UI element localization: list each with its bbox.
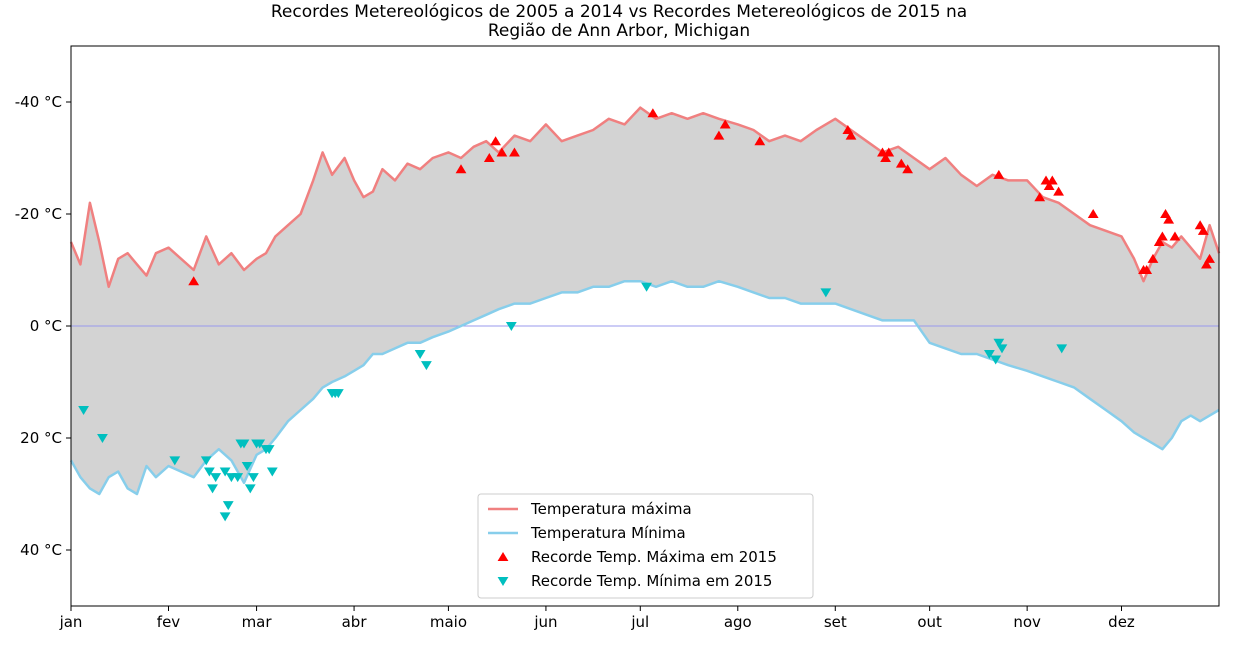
record-max-point: [713, 130, 725, 140]
legend-label: Recorde Temp. Mínima em 2015: [531, 572, 772, 590]
series-line-max: [69, 106, 1221, 289]
record-min-point: [414, 349, 426, 359]
record-max-point: [1197, 225, 1209, 235]
record-min-point: [97, 433, 108, 443]
legend-box: [477, 493, 814, 599]
legend-swatch-marker: [497, 552, 509, 562]
record-min-point: [254, 439, 266, 449]
record-max-point: [754, 136, 766, 146]
y-tick-label: 20 °C: [20, 429, 62, 447]
record-min-point: [78, 405, 89, 415]
x-tick-label: nov: [1013, 613, 1041, 631]
record-max-point: [880, 153, 892, 163]
x-tick-label: jun: [533, 613, 557, 631]
record-max-point: [1204, 253, 1215, 263]
record-max-point: [647, 108, 659, 118]
record-min-point: [232, 473, 244, 483]
record-max-point: [902, 164, 914, 174]
record-min-point: [990, 355, 1002, 365]
record-max-point: [1156, 231, 1168, 241]
record-max-point: [509, 147, 520, 157]
record-min-point: [238, 439, 250, 449]
record-min-point: [266, 467, 278, 477]
record-min-point: [219, 512, 231, 522]
record-max-point: [1201, 259, 1212, 269]
record-max-point: [1153, 237, 1165, 247]
record-min-point: [241, 461, 253, 471]
chart-title-line-2: Região de Ann Arbor, Michigan: [487, 21, 751, 41]
record-min-point: [244, 484, 256, 494]
record-max-point: [1147, 253, 1159, 263]
y-tick-label: -40 °C: [15, 93, 62, 111]
record-min-point: [421, 361, 432, 371]
record-min-point: [263, 445, 275, 455]
record-min-point: [219, 467, 231, 477]
record-max-point: [719, 119, 731, 129]
record-max-point: [895, 158, 907, 168]
legend-label: Temperatura máxima: [530, 500, 692, 518]
x-tick-label: dez: [1108, 613, 1135, 631]
x-tick-label: abr: [342, 613, 368, 631]
x-tick-label: mar: [242, 613, 273, 631]
record-min-point: [207, 484, 218, 494]
x-tick-label: set: [824, 613, 847, 631]
series-line-min: [69, 279, 1220, 496]
legend-label: Temperatura Mínima: [530, 524, 686, 542]
record-max-point: [1053, 186, 1064, 196]
record-min-point: [641, 282, 652, 292]
x-tick-label: ago: [724, 613, 752, 631]
record-max-point: [1034, 192, 1046, 202]
record-max-point: [1043, 181, 1055, 191]
record-max-point: [1163, 214, 1175, 224]
record-max-point: [496, 147, 508, 157]
record-max-point: [455, 164, 467, 174]
y-tick-label: 40 °C: [20, 541, 62, 559]
record-min-point: [203, 467, 215, 477]
record-max-point: [883, 147, 895, 157]
x-tick-label: jan: [59, 613, 83, 631]
record-max-point: [1169, 231, 1181, 241]
record-min-point: [200, 456, 212, 466]
record-max-point: [483, 153, 495, 163]
x-tick-label: jul: [630, 613, 649, 631]
x-tick-label: fev: [157, 613, 181, 631]
legend-label: Recorde Temp. Máxima em 2015: [531, 548, 777, 566]
record-min-point: [505, 321, 517, 331]
record-min-point: [169, 456, 181, 466]
legend-swatch-marker: [497, 576, 509, 586]
record-min-point: [210, 473, 222, 483]
record-min-point: [993, 338, 1005, 348]
y-tick-label: 0 °C: [30, 317, 62, 335]
record-max-point: [1141, 265, 1153, 275]
record-max-point: [188, 276, 200, 286]
record-max-point: [993, 169, 1005, 179]
record-max-point: [1046, 175, 1058, 185]
record-max-point: [845, 130, 857, 140]
record-min-point: [820, 288, 832, 298]
record-max-point: [490, 136, 502, 146]
record-min-point: [996, 344, 1008, 354]
record-min-point: [222, 501, 234, 511]
record-min-point: [332, 389, 344, 399]
x-tick-label: out: [917, 613, 942, 631]
record-min-point: [248, 473, 259, 483]
y-tick-label: -20 °C: [15, 205, 62, 223]
record-min-point: [984, 349, 995, 359]
x-tick-label: maio: [430, 613, 467, 631]
chart-title-line-1: Recordes Metereológicos de 2005 a 2014 v…: [270, 2, 968, 22]
record-min-point: [1056, 344, 1068, 354]
fill-between-area: [71, 107, 1219, 494]
record-max-point: [1087, 209, 1099, 219]
